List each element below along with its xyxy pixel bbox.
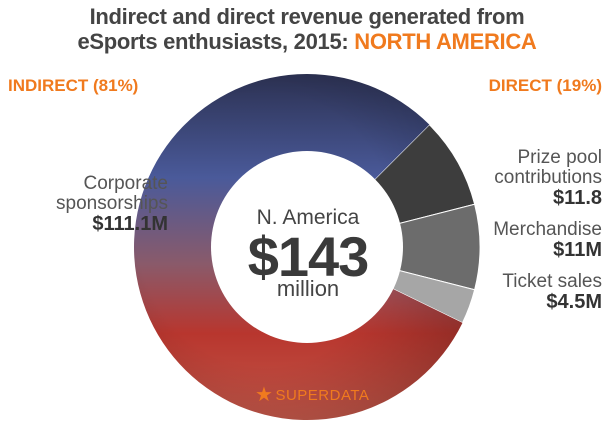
superdata-logo: ★ SUPERDATA [255,384,370,406]
direct-header: DIRECT (19%) [488,76,602,95]
label-prize-line2: contributions [494,167,602,188]
label-merch-line1: Merchandise [493,219,602,240]
label-prize-pool: Prize pool contributions $11.8 [452,147,603,209]
chart-title-line-1: Indirect and direct revenue generated fr… [89,4,525,29]
label-corporate-line1: Corporate [83,173,169,194]
chart-title-line-2: eSports enthusiasts, 2015: NORTH AMERICA [0,29,614,54]
star-icon: ★ [255,384,274,406]
value-prize-pool: $11.8 [553,187,602,209]
value-corporate-sponsorships: $111.1M [92,213,168,235]
center-total-value: $143 [247,225,370,288]
label-corporate-sponsorships: Corporate sponsorships $111.1M [8,173,169,235]
chart-title-prefix: eSports enthusiasts, 2015: [77,29,355,54]
donut-hole [211,151,403,343]
label-ticket-line1: Ticket sales [502,271,602,292]
brand-name: SUPERDATA [275,386,370,404]
center-total-unit: million [276,276,340,301]
value-ticket-sales: $4.5M [546,291,602,313]
label-merchandise: Merchandise $11M [452,219,602,261]
label-ticket-sales: Ticket sales $4.5M [452,271,602,313]
label-prize-line1: Prize pool [517,147,603,168]
label-corporate-line2: sponsorships [56,193,168,214]
indirect-header: INDIRECT (81%) [8,76,139,95]
value-merchandise: $11M [553,239,602,261]
center-region-label: N. America [256,206,360,229]
chart-title-region: NORTH AMERICA [354,29,537,54]
